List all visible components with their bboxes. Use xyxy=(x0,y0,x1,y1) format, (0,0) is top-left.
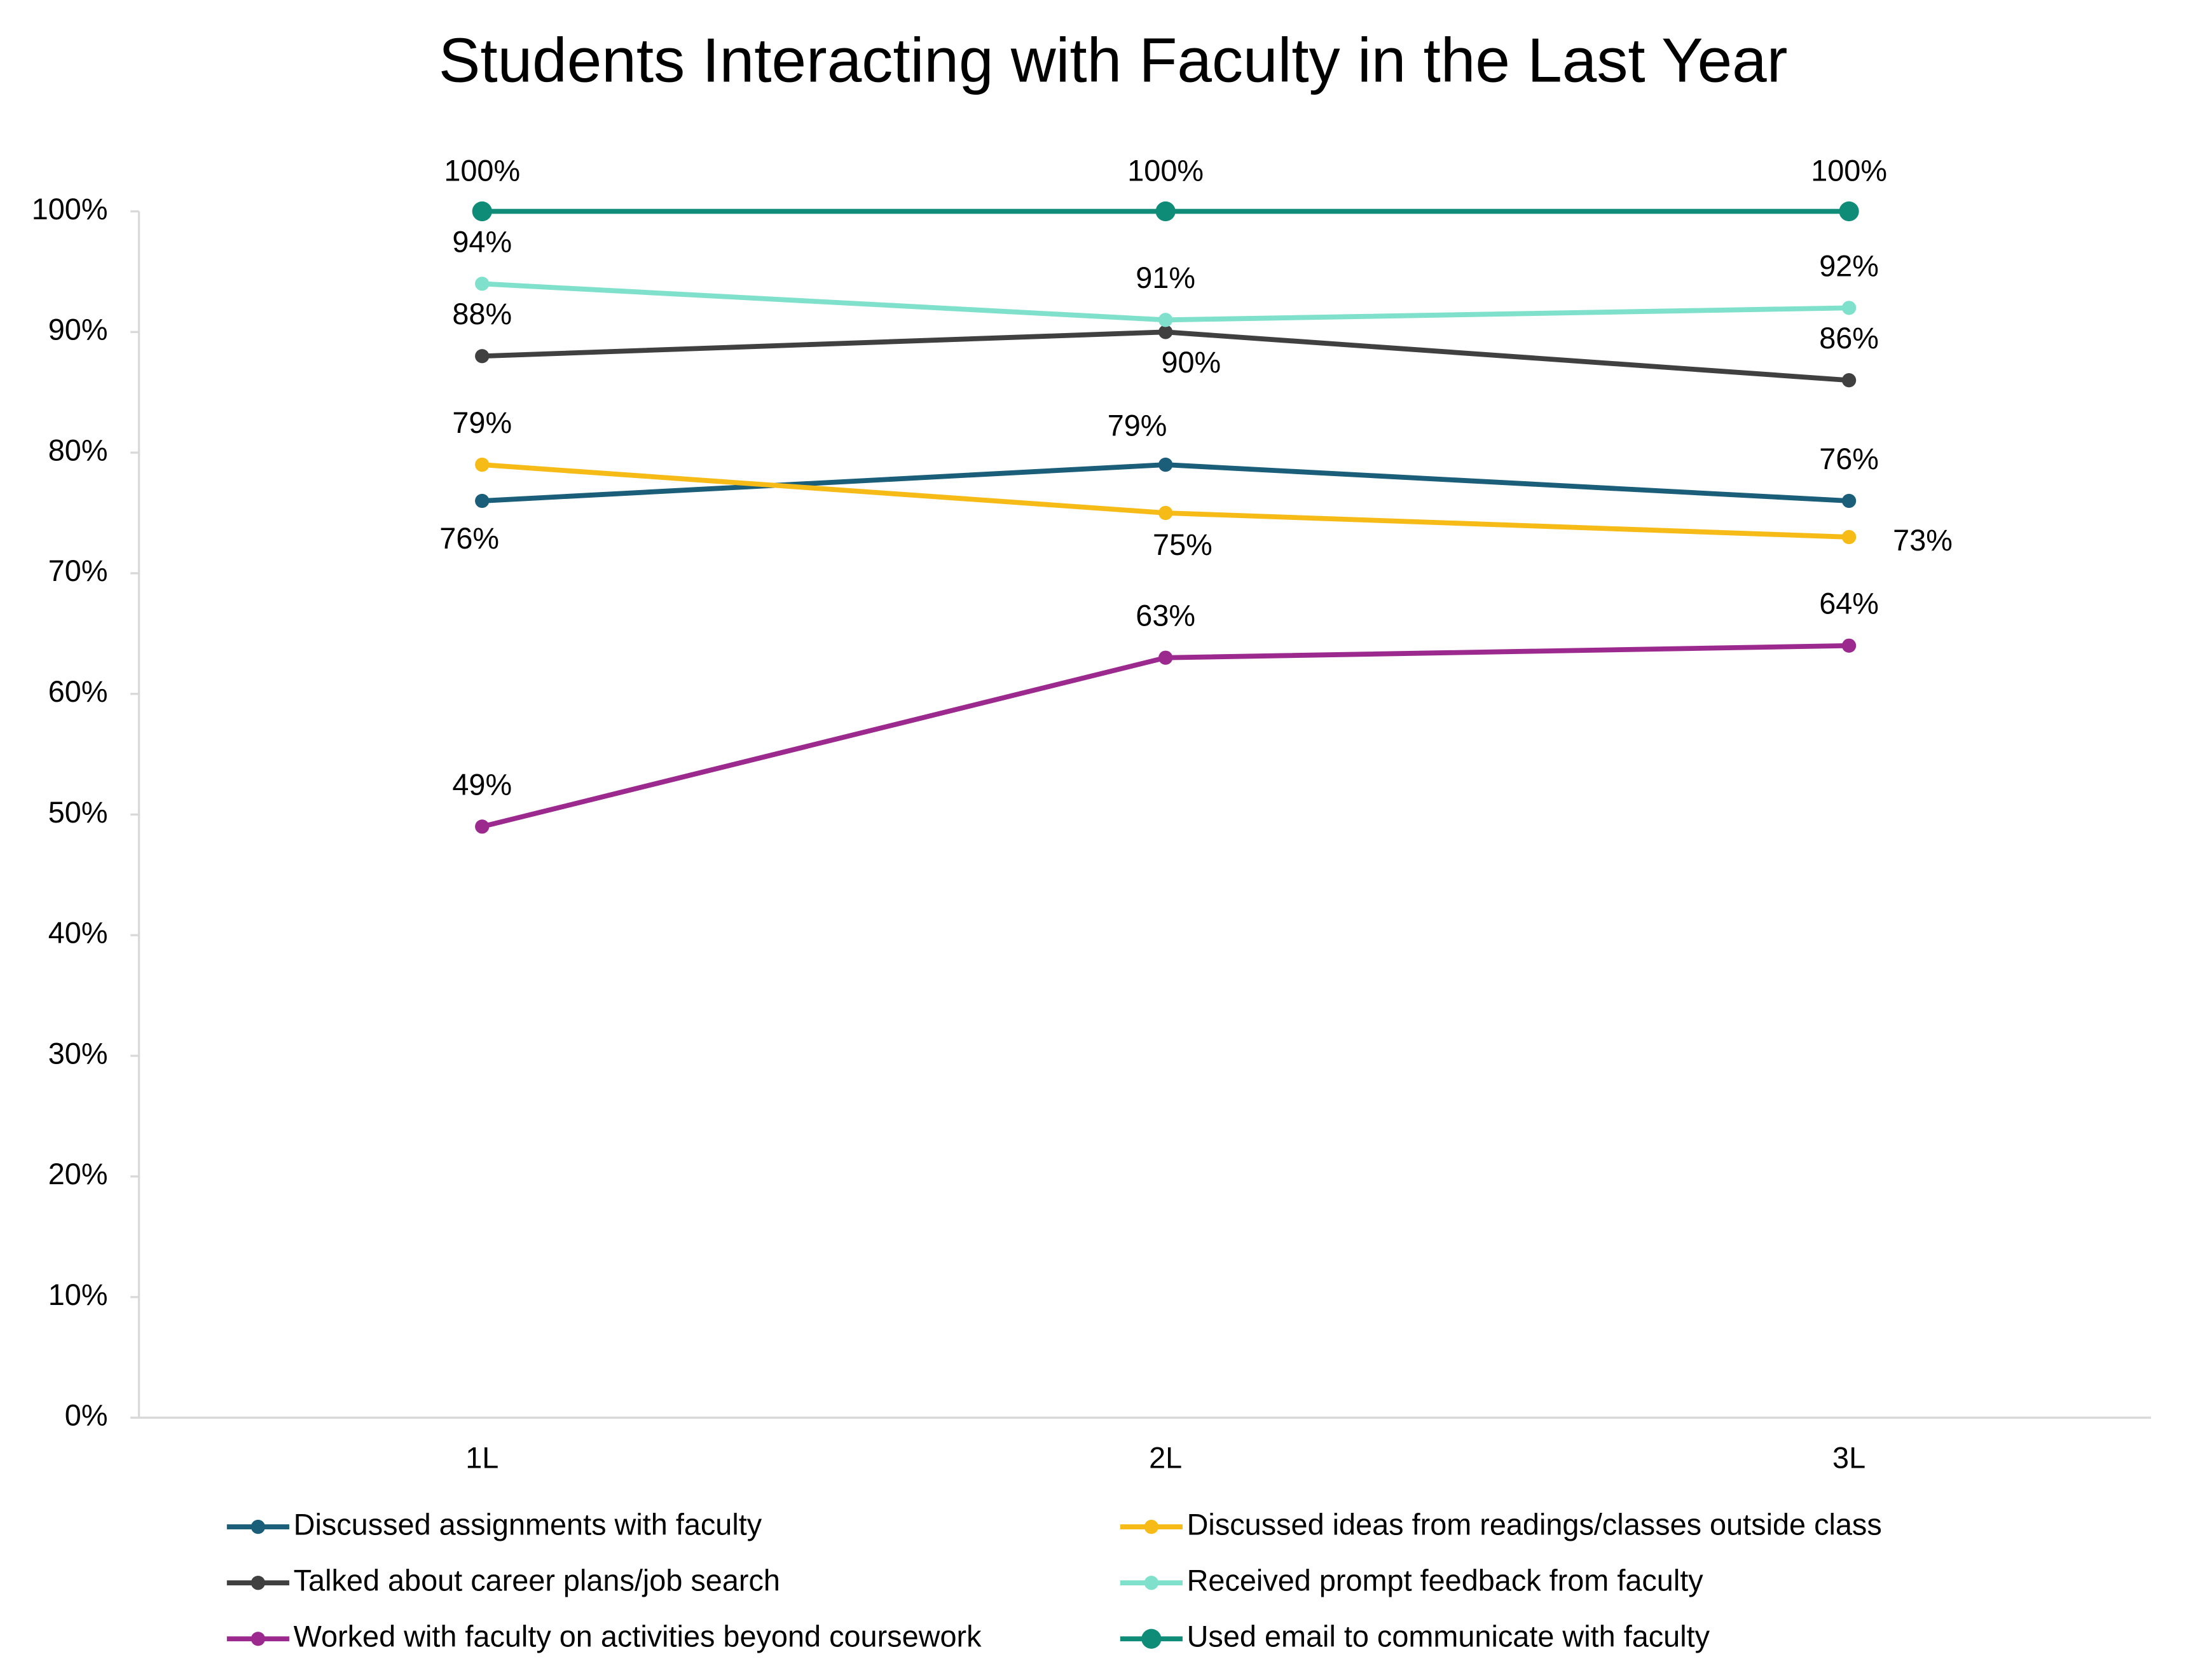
point xyxy=(1841,493,1857,509)
y-tick-label: 30% xyxy=(48,1037,108,1070)
value-label: 90% xyxy=(1161,346,1221,379)
value-label: 64% xyxy=(1819,587,1879,620)
value-label: 79% xyxy=(1108,409,1167,442)
y-tick-label: 90% xyxy=(48,313,108,346)
legend-label: Discussed ideas from readings/classes ou… xyxy=(1187,1508,1882,1541)
value-label: 76% xyxy=(439,522,499,555)
y-tick-label: 80% xyxy=(48,434,108,467)
y-tick-label: 10% xyxy=(48,1278,108,1311)
y-tick-label: 60% xyxy=(48,675,108,708)
value-label: 49% xyxy=(452,768,512,801)
value-label: 88% xyxy=(452,297,512,331)
point xyxy=(1158,325,1173,339)
point xyxy=(1158,505,1173,521)
point xyxy=(472,201,492,222)
value-label: 92% xyxy=(1819,249,1879,282)
point xyxy=(1839,201,1859,222)
point xyxy=(475,457,490,472)
x-tick-label: 1L xyxy=(465,1442,498,1475)
value-label: 79% xyxy=(452,406,512,439)
value-label: 100% xyxy=(444,154,520,188)
point xyxy=(1158,313,1173,327)
point xyxy=(475,819,490,834)
point xyxy=(475,349,490,364)
value-label: 75% xyxy=(1153,528,1212,561)
value-label: 100% xyxy=(1811,154,1887,188)
y-tick-label: 20% xyxy=(48,1157,108,1191)
legend-label: Received prompt feedback from faculty xyxy=(1187,1564,1704,1597)
value-label: 76% xyxy=(1819,442,1879,475)
x-tick-label: 2L xyxy=(1149,1442,1182,1475)
point xyxy=(1155,201,1176,222)
legend-marker xyxy=(1144,1519,1159,1534)
point xyxy=(475,277,490,291)
legend-label: Talked about career plans/job search xyxy=(294,1564,780,1597)
point xyxy=(1841,638,1857,653)
series-line xyxy=(481,462,1850,540)
chart-title: Students Interacting with Faculty in the… xyxy=(439,25,1788,95)
value-label: 73% xyxy=(1893,524,1953,557)
series-line xyxy=(481,643,1850,830)
y-tick-label: 50% xyxy=(48,796,108,829)
point xyxy=(1158,650,1173,665)
legend-marker xyxy=(251,1632,266,1646)
value-label: 86% xyxy=(1819,322,1879,355)
point xyxy=(1841,301,1857,315)
y-tick-label: 70% xyxy=(48,554,108,587)
legend-marker xyxy=(1141,1629,1162,1649)
point xyxy=(1158,457,1173,472)
legend-marker xyxy=(1144,1576,1159,1590)
y-tick-label: 100% xyxy=(32,193,108,226)
legend-label: Used email to communicate with faculty xyxy=(1187,1620,1710,1653)
x-tick-label: 3L xyxy=(1832,1442,1865,1475)
point xyxy=(475,493,490,509)
legend-label: Discussed assignments with faculty xyxy=(294,1508,762,1541)
legend-marker xyxy=(251,1576,266,1590)
point xyxy=(1841,529,1857,545)
value-label: 91% xyxy=(1136,261,1195,294)
value-label: 100% xyxy=(1127,154,1204,188)
value-label: 63% xyxy=(1136,599,1195,632)
legend-label: Worked with faculty on activities beyond… xyxy=(294,1620,982,1653)
value-label: 94% xyxy=(452,225,512,258)
y-tick-label: 0% xyxy=(65,1399,108,1432)
y-tick-label: 40% xyxy=(48,917,108,950)
legend-marker xyxy=(251,1519,266,1534)
point xyxy=(1841,373,1857,388)
